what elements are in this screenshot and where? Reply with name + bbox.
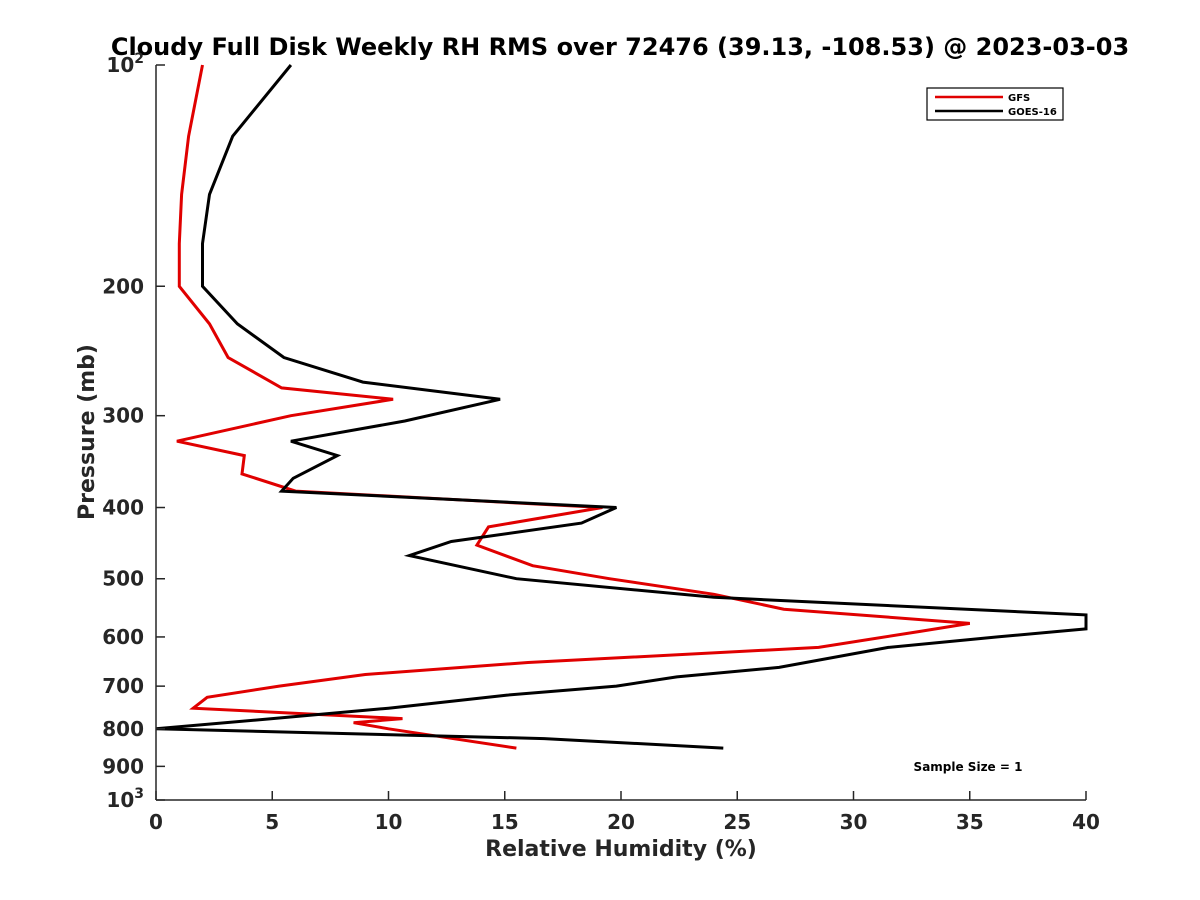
y-tick-label: 800 [102, 717, 144, 741]
x-axis-label: Relative Humidity (%) [485, 837, 757, 862]
sample-size-annotation: Sample Size = 1 [914, 760, 1023, 774]
y-tick-label: 500 [102, 567, 144, 591]
chart-title: Cloudy Full Disk Weekly RH RMS over 7247… [111, 33, 1129, 61]
y-tick-label: 700 [102, 674, 144, 698]
x-tick-label: 20 [607, 810, 635, 834]
series-layer [155, 64, 1088, 750]
series-line-gfs [176, 64, 971, 750]
y-tick-label: 900 [102, 754, 144, 778]
series-line-goes-16 [155, 64, 1088, 750]
x-tick-label: 10 [375, 810, 403, 834]
y-tick-label: 102 [106, 51, 144, 77]
y-ticks: 102 200 300 400 500 600 700 800 900 103 [102, 51, 165, 812]
y-tick-label: 400 [102, 496, 144, 520]
x-tick-label: 0 [149, 810, 163, 834]
x-tick-label: 25 [723, 810, 751, 834]
x-tick-label: 30 [840, 810, 868, 834]
legend-label-gfs: GFS [1008, 93, 1030, 104]
legend-box [926, 87, 1064, 121]
x-tick-label: 40 [1072, 810, 1100, 834]
y-tick-label: 103 [106, 786, 144, 812]
legend-label-goes-16: GOES-16 [1008, 107, 1057, 118]
x-tick-label: 5 [265, 810, 279, 834]
legend: GFS GOES-16 [926, 87, 1064, 121]
y-tick-label: 200 [102, 274, 144, 298]
x-tick-label: 15 [491, 810, 519, 834]
x-tick-label: 35 [956, 810, 984, 834]
y-axis-label: Pressure (mb) [75, 344, 100, 520]
x-ticks: 0 5 10 15 20 25 30 35 40 [149, 791, 1100, 834]
y-tick-label: 300 [102, 404, 144, 428]
y-tick-label: 600 [102, 625, 144, 649]
